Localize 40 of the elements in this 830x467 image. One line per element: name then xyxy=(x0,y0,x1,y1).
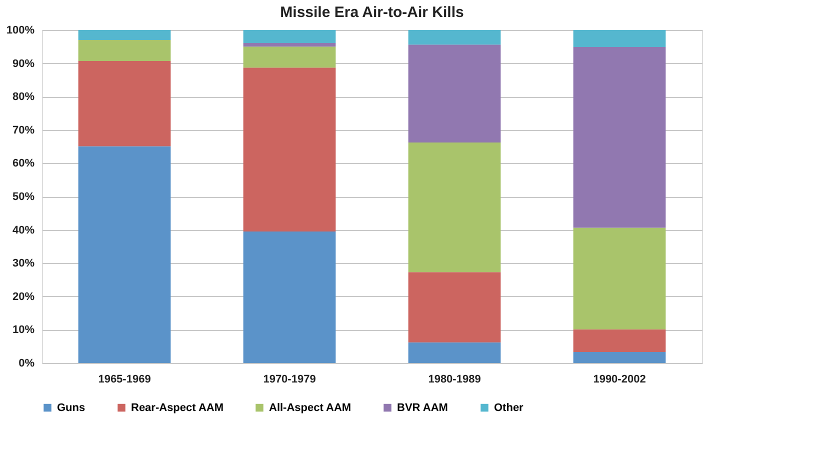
legend-label: Rear-Aspect AAM xyxy=(131,402,224,414)
bar xyxy=(408,44,501,143)
bar xyxy=(408,30,501,45)
y-tick-label: 30% xyxy=(12,258,35,270)
y-tick-label: 40% xyxy=(12,224,35,236)
bar xyxy=(243,46,336,68)
bar xyxy=(243,68,336,232)
bar xyxy=(243,30,336,43)
legend-label: BVR AAM xyxy=(397,402,448,414)
bar xyxy=(78,146,171,363)
bar xyxy=(408,342,501,363)
y-tick-label: 50% xyxy=(12,191,35,203)
bar xyxy=(408,272,501,342)
bar xyxy=(243,231,336,363)
bar xyxy=(408,142,501,272)
x-tick-label: 1980-1989 xyxy=(428,374,481,386)
bar xyxy=(573,46,666,228)
bar xyxy=(78,40,171,61)
x-tick-label: 1965-1969 xyxy=(98,374,151,386)
y-tick-label: 0% xyxy=(18,358,35,370)
x-tick-label: 1990-2002 xyxy=(593,374,646,386)
bar xyxy=(573,329,666,352)
y-tick-label: 60% xyxy=(12,158,35,170)
bar xyxy=(573,228,666,330)
x-tick-label: 1970-1979 xyxy=(263,374,316,386)
chart-title: Missile Era Air-to-Air Kills xyxy=(280,4,464,21)
bar xyxy=(573,352,666,363)
bar xyxy=(78,30,171,40)
legend-label: Guns xyxy=(57,402,86,414)
y-tick-label: 10% xyxy=(12,324,35,336)
y-tick-label: 70% xyxy=(12,124,35,136)
y-tick-label: 90% xyxy=(12,58,35,70)
y-tick-label: 20% xyxy=(12,290,35,303)
bar xyxy=(243,42,336,47)
y-tick-label: 100% xyxy=(6,24,35,36)
legend-label: All-Aspect AAM xyxy=(269,402,352,414)
bar xyxy=(573,30,666,47)
legend-label: Other xyxy=(494,402,524,414)
bar xyxy=(78,60,171,146)
y-tick-label: 80% xyxy=(12,91,35,104)
